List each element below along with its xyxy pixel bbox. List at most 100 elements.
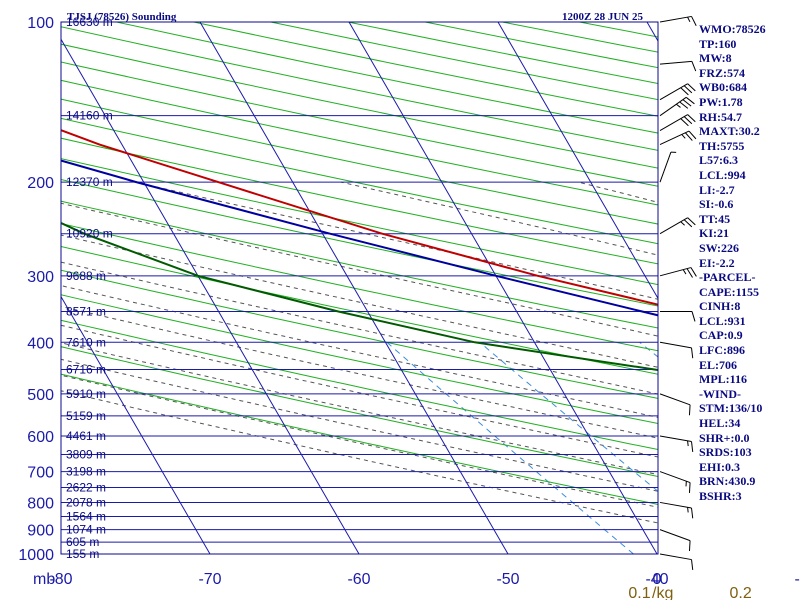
- wind-barb: [659, 529, 691, 552]
- parameter-item: TT:45: [699, 211, 731, 226]
- parameter-item: FRZ:574: [699, 65, 745, 80]
- height-label: 1074 m: [66, 523, 106, 537]
- wind-barb: [659, 471, 691, 493]
- parameter-item: LCL:931: [699, 313, 746, 328]
- height-label: 9688 m: [66, 269, 106, 283]
- isotherm: [61, 38, 360, 554]
- parameter-item: KI:21: [699, 226, 729, 241]
- mixing-ratio-unit: /kg: [652, 585, 673, 600]
- pressure-label: 500: [27, 387, 54, 404]
- parameter-item: HEL:34: [699, 416, 741, 431]
- mixing-ratio-label: 0.2: [730, 585, 752, 600]
- parameter-item: EHI:0.3: [699, 459, 741, 474]
- parameter-item: TH:5755: [699, 138, 745, 153]
- height-label: 12370 m: [66, 175, 113, 189]
- temperature-tick-label: -80: [49, 571, 72, 588]
- parameter-item: MPL:116: [699, 372, 747, 387]
- height-label: 6716 m: [66, 363, 106, 377]
- parameter-item: EI:-2.2: [699, 255, 735, 270]
- pressure-label: 100: [27, 15, 54, 32]
- pressure-label: 200: [27, 175, 54, 192]
- pressure-label: 700: [27, 465, 54, 482]
- isotherm: [199, 22, 509, 554]
- height-label: 3809 m: [66, 447, 106, 461]
- chart-title: TJSJ (78526) Sounding: [67, 11, 177, 23]
- moist-adiabat: [61, 305, 658, 439]
- height-label: 14160 m: [66, 109, 113, 123]
- mixing-ratio-line: [479, 341, 658, 492]
- pressure-label: 800: [27, 495, 54, 512]
- parameter-item: LFC:896: [699, 343, 745, 358]
- height-label: 10920 m: [66, 227, 113, 241]
- parameter-item: -PARCEL-: [699, 270, 756, 285]
- parameter-item: MAXT:30.2: [699, 124, 760, 139]
- isotherm: [61, 295, 211, 554]
- height-label: 1564 m: [66, 509, 106, 523]
- skew-t-grid: [61, 22, 658, 554]
- wind-barb: [659, 435, 694, 452]
- wind-barb: [659, 83, 696, 101]
- chart-datetime: 1200Z 28 JUN 25: [562, 11, 643, 23]
- temperature-tick-label: 0: [653, 571, 662, 588]
- wind-barb: [659, 96, 695, 117]
- temperature-axis-prefix: mb: [33, 571, 55, 588]
- dry-adiabat: [116, 22, 658, 134]
- parameter-item: EL:706: [699, 357, 738, 372]
- mixing-ratio-labels: 0.10.20.61.02.03.05.010.020.040.0/kg: [628, 585, 752, 600]
- parameter-item: -WIND-: [699, 386, 741, 401]
- height-label: 4461 m: [66, 429, 106, 443]
- moist-adiabat: [61, 234, 658, 368]
- wind-barb: [659, 114, 696, 132]
- height-label: 2078 m: [66, 495, 106, 509]
- parameter-item: WB0:684: [699, 80, 747, 95]
- mixing-ratio-label: 0.1: [628, 585, 650, 600]
- height-label: 8571 m: [66, 304, 106, 318]
- height-label: 5159 m: [66, 409, 106, 423]
- temperature-line: [61, 129, 658, 306]
- wind-barb: [659, 130, 697, 146]
- parameter-item: SW:226: [699, 240, 740, 255]
- parameter-item: CAP:0.9: [699, 328, 743, 343]
- temperature-tick-label: -40: [645, 571, 668, 588]
- height-label: 605 m: [66, 535, 99, 549]
- wind-barb: [659, 15, 697, 26]
- parameter-item: RH:54.7: [699, 109, 742, 124]
- parameter-item: LCL:994: [699, 167, 746, 182]
- moist-adiabat: [61, 342, 658, 476]
- moist-adiabat: [61, 358, 658, 492]
- parcel-line: [61, 159, 658, 317]
- wind-barb: [659, 217, 696, 235]
- height-label: 5910 m: [66, 387, 106, 401]
- isobars: [61, 22, 658, 554]
- dewpoint-line: [61, 221, 658, 372]
- mixing-ratio-line: [386, 341, 634, 554]
- pressure-label: 900: [27, 523, 54, 540]
- wind-barb: [659, 393, 691, 416]
- height-label: 16630 m: [66, 15, 113, 29]
- parameter-item: SI:-0.6: [699, 197, 734, 212]
- isotherm: [348, 22, 658, 554]
- temperature-tick-label: -30: [794, 571, 800, 588]
- parameter-item: TP:160: [699, 36, 737, 51]
- pressure-label: 1000: [18, 547, 54, 564]
- moist-adiabat: [61, 324, 658, 458]
- wind-barb: [659, 341, 694, 359]
- parameter-item: LI:-2.7: [699, 182, 735, 197]
- pressure-label: 600: [27, 429, 54, 446]
- moist-adiabat: [61, 261, 658, 395]
- wind-barb: [660, 310, 696, 322]
- height-label: 155 m: [66, 547, 99, 561]
- wind-barb: [659, 151, 677, 183]
- moist-adiabat: [61, 285, 658, 418]
- temperature-labels: mb-80-70-60-50-40-30-20-1001020300: [33, 571, 800, 588]
- wind-barb: [659, 60, 697, 72]
- wind-barb: [659, 553, 694, 570]
- pressure-label: 400: [27, 335, 54, 352]
- temperature-tick-label: -50: [496, 571, 519, 588]
- height-label: 7610 m: [66, 335, 106, 349]
- parameter-item: L57:6.3: [699, 153, 738, 168]
- isotherms: [61, 22, 658, 554]
- parameter-item: CINH:8: [699, 299, 741, 314]
- wind-barb: [659, 267, 697, 278]
